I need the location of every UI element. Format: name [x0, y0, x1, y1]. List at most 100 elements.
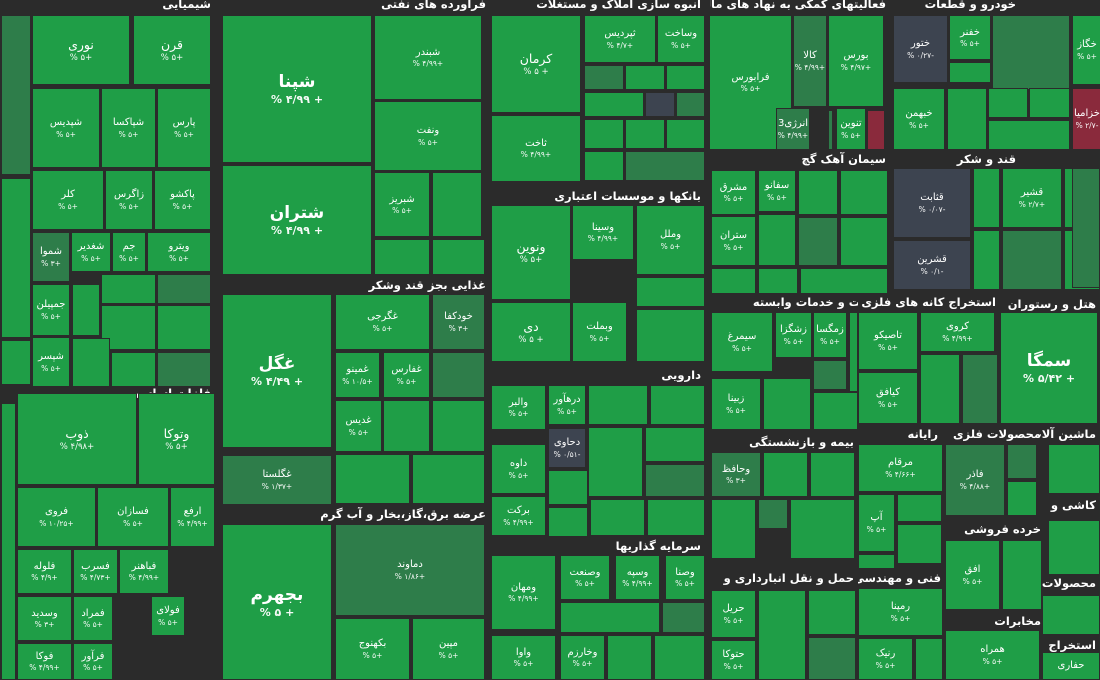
stock-tile[interactable]: خفنر +۵ % [949, 15, 991, 60]
treemap-cell[interactable] [1, 15, 31, 175]
treemap-cell[interactable] [1007, 481, 1037, 516]
treemap-cell[interactable] [711, 268, 756, 294]
treemap-cell[interactable] [111, 352, 156, 387]
stock-tile[interactable]: فمراد +۵ % [73, 596, 113, 641]
treemap-cell[interactable] [1048, 444, 1100, 494]
stock-tile[interactable]: حریل +۵ % [711, 590, 756, 638]
treemap-cell[interactable] [650, 385, 705, 425]
stock-tile[interactable]: قثابت -۰/۰۷ % [893, 168, 971, 238]
stock-tile[interactable]: وملل +۵ % [636, 205, 705, 275]
treemap-cell[interactable] [858, 554, 895, 569]
stock-tile[interactable]: دماوند +۱/۸۶ % [335, 524, 485, 616]
treemap-cell[interactable] [432, 400, 485, 452]
treemap-cell[interactable] [947, 88, 987, 150]
treemap-cell[interactable] [1002, 230, 1062, 290]
treemap-cell[interactable] [1029, 88, 1070, 118]
treemap-cell[interactable] [101, 274, 156, 304]
stock-tile[interactable]: فسازان +۵ % [97, 487, 169, 547]
stock-tile[interactable]: زبینا +۵ % [711, 378, 761, 430]
treemap-cell[interactable] [808, 590, 856, 635]
treemap-cell[interactable] [763, 378, 811, 430]
treemap-cell[interactable] [897, 524, 942, 564]
treemap-cell[interactable] [920, 354, 960, 424]
stock-tile[interactable]: کیافق +۵ % [858, 372, 918, 424]
stock-tile[interactable]: تاصیکو +۵ % [858, 312, 918, 370]
stock-tile[interactable]: فرآور +۵ % [73, 643, 113, 680]
treemap-cell[interactable] [992, 15, 1070, 90]
treemap-cell[interactable] [548, 470, 588, 505]
treemap-cell[interactable] [915, 638, 943, 680]
treemap-cell[interactable] [1002, 540, 1042, 610]
treemap-cell[interactable] [808, 637, 856, 680]
stock-tile[interactable]: واوا +۵ % [491, 635, 556, 680]
treemap-cell[interactable] [432, 352, 485, 398]
stock-tile[interactable]: سمگا + ۵/۴۲ % [1000, 312, 1098, 424]
treemap-cell[interactable] [584, 65, 624, 90]
stock-tile[interactable]: وساخت +۵ % [657, 15, 705, 63]
treemap-cell[interactable] [636, 309, 705, 362]
stock-tile[interactable]: حفاری [1042, 652, 1100, 680]
stock-tile[interactable]: خگاز +۵ % [1072, 15, 1100, 85]
treemap-cell[interactable] [662, 602, 705, 633]
stock-tile[interactable]: بکهنوج +۵ % [335, 618, 410, 680]
stock-tile[interactable]: ذوب +۴/۹۸ % [17, 393, 137, 485]
stock-tile[interactable]: داوه +۵ % [491, 444, 546, 494]
treemap-cell[interactable] [758, 268, 798, 294]
stock-tile[interactable]: زمگسا +۵ % [813, 312, 847, 358]
stock-tile[interactable]: وسدید +۳ % [17, 596, 72, 641]
treemap-cell[interactable] [157, 352, 211, 387]
stock-tile[interactable]: سیمرغ +۵ % [711, 312, 773, 372]
stock-tile[interactable]: مپین +۵ % [412, 618, 485, 680]
stock-tile[interactable]: فسرب +۴/۷۳ % [73, 549, 118, 594]
stock-tile[interactable]: والبر +۵ % [491, 385, 546, 430]
stock-tile[interactable]: ختور -۰/۲۷ % [893, 15, 948, 83]
treemap-cell[interactable] [625, 119, 665, 149]
stock-tile[interactable]: شپسر +۵ % [32, 337, 70, 387]
stock-tile[interactable]: وسینا +۴/۹۹ % [572, 205, 634, 260]
treemap-cell[interactable] [157, 305, 211, 350]
stock-tile[interactable]: مشرق +۵ % [711, 170, 756, 215]
treemap-cell[interactable] [813, 360, 847, 390]
treemap-cell[interactable] [973, 168, 1000, 228]
stock-tile[interactable]: ثاخت +۴/۹۹ % [491, 115, 581, 182]
treemap-cell[interactable] [1042, 595, 1100, 635]
treemap-cell[interactable] [666, 65, 705, 90]
stock-tile[interactable]: مرقام +۴/۶۶ % [858, 444, 943, 492]
treemap-cell[interactable] [432, 239, 485, 275]
treemap-cell[interactable] [157, 274, 211, 304]
treemap-cell[interactable] [560, 602, 660, 633]
stock-tile[interactable]: دحاوی -۰/۵۱ % [548, 428, 586, 468]
treemap-cell[interactable] [101, 305, 156, 350]
treemap-cell[interactable] [758, 499, 788, 529]
stock-tile[interactable]: قشرین -۰/۱ % [893, 240, 971, 290]
stock-tile[interactable]: رنیک +۵ % [858, 638, 913, 680]
stock-tile[interactable]: غگلستا +۱/۳۷ % [222, 455, 332, 505]
stock-tile[interactable]: وخارزم +۵ % [560, 635, 605, 680]
stock-tile[interactable]: همراه +۵ % [945, 630, 1040, 680]
treemap-cell[interactable] [798, 170, 838, 215]
treemap-cell[interactable] [810, 452, 855, 497]
treemap-cell[interactable] [584, 151, 624, 181]
stock-tile[interactable]: افق +۵ % [945, 540, 1000, 610]
stock-tile[interactable]: ارفع +۴/۹۹ % [170, 487, 215, 547]
treemap-cell[interactable] [897, 494, 942, 522]
stock-tile[interactable]: انرژی3 +۴/۹۹ % [776, 108, 810, 150]
treemap-cell[interactable] [335, 454, 410, 504]
stock-tile[interactable]: نوری +۵ % [32, 15, 130, 85]
stock-tile[interactable]: فوکا +۴/۹۹ % [17, 643, 72, 680]
treemap-cell[interactable] [636, 277, 705, 307]
stock-tile[interactable]: فلوله +۴/۹ % [17, 549, 72, 594]
stock-tile[interactable]: ستران +۵ % [711, 216, 756, 266]
stock-tile[interactable]: ویترو +۵ % [147, 232, 211, 272]
stock-tile[interactable]: کروی +۴/۹۹ % [920, 312, 995, 352]
stock-tile[interactable]: شموا +۳ % [32, 232, 70, 282]
treemap-cell[interactable] [840, 217, 888, 266]
treemap-cell[interactable] [949, 62, 991, 83]
stock-tile[interactable]: وتوکا +۵ % [138, 393, 215, 485]
treemap-cell[interactable] [666, 119, 705, 149]
stock-tile[interactable]: بجهرم + ۵ % [222, 524, 332, 680]
treemap-cell[interactable] [1, 403, 16, 680]
stock-tile[interactable]: شغدیر +۵ % [71, 232, 111, 272]
treemap-cell[interactable] [374, 239, 430, 275]
treemap-cell[interactable] [645, 464, 705, 497]
